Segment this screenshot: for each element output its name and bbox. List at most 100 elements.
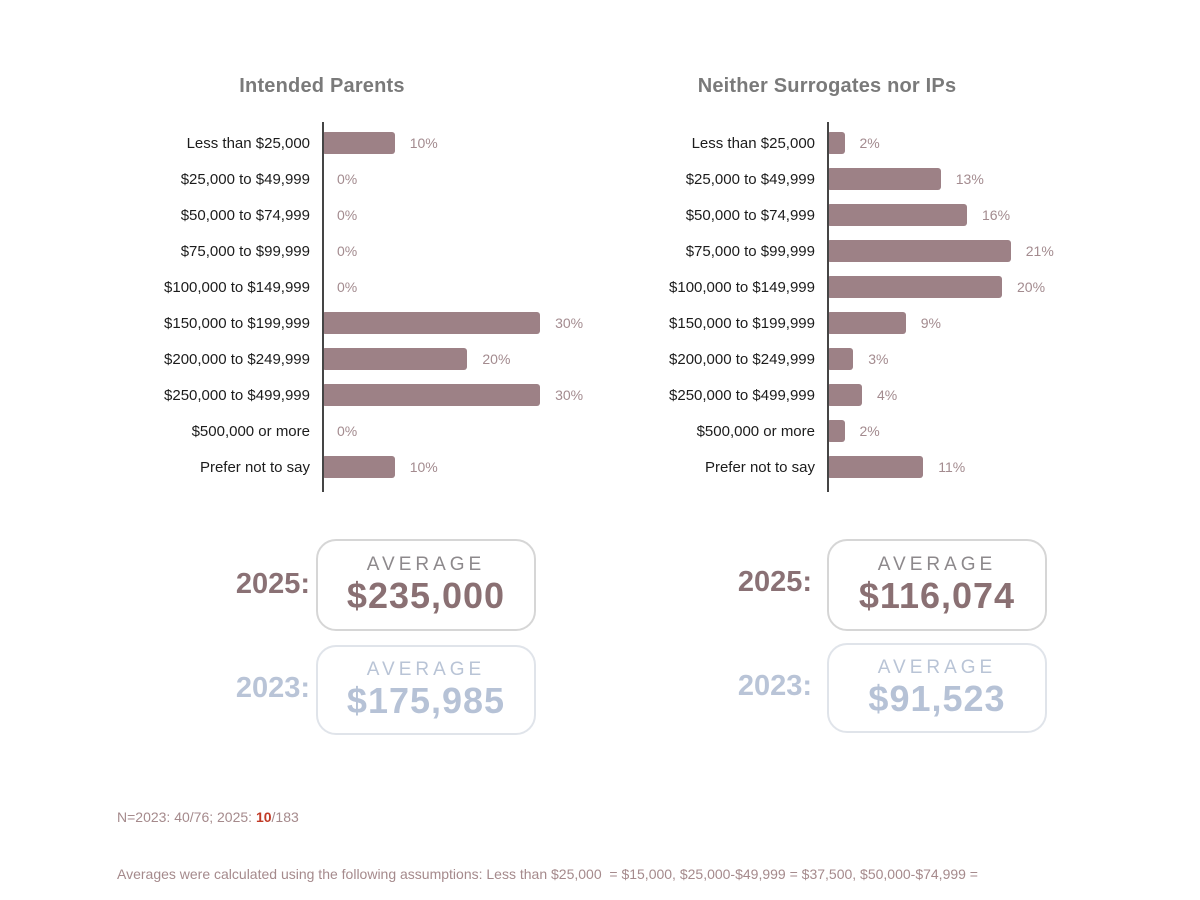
chart-row: $200,000 to $249,999 3%	[615, 341, 1135, 377]
bar	[827, 204, 967, 226]
chart-row: $500,000 or more 0%	[110, 413, 630, 449]
bar	[827, 348, 854, 370]
year-label-2023: 2023:	[235, 672, 310, 704]
bar	[827, 312, 906, 334]
year-label-2023: 2023:	[737, 670, 812, 702]
chart-row: $150,000 to $199,999 9%	[615, 305, 1135, 341]
chart-row: $100,000 to $149,999 20%	[615, 269, 1135, 305]
chart-row: $500,000 or more 2%	[615, 413, 1135, 449]
footnote-n-suffix: /183	[271, 809, 299, 825]
value-label: 11%	[938, 459, 966, 475]
chart-title: Intended Parents	[239, 75, 405, 97]
chart-intended-parents: Intended Parents Less than $25,000 10% $25…	[110, 75, 630, 492]
chart-title: Neither Surrogates nor IPs	[697, 75, 957, 97]
value-label: 2%	[859, 135, 880, 151]
average-caption: AVERAGE	[877, 554, 997, 575]
chart-row: $250,000 to $499,999 4%	[615, 377, 1135, 413]
category-label: $250,000 to $499,999	[164, 386, 310, 404]
chart-row: $200,000 to $249,999 20%	[110, 341, 630, 377]
value-label: 20%	[1017, 279, 1046, 295]
chart-row: $25,000 to $49,999 0%	[110, 161, 630, 197]
bar	[827, 168, 941, 190]
value-label: 30%	[555, 387, 584, 403]
axis-line	[827, 122, 829, 492]
value-label: 30%	[555, 315, 584, 331]
chart-row: $50,000 to $74,999 0%	[110, 197, 630, 233]
footnote-line-n: N=2023: 40/76; 2025: 10/183	[117, 808, 978, 827]
value-label: 21%	[1025, 243, 1054, 259]
chart-row: Prefer not to say 11%	[615, 449, 1135, 485]
bar	[827, 456, 924, 478]
category-label: $100,000 to $149,999	[164, 278, 310, 296]
value-label: 0%	[337, 243, 358, 259]
value-label: 10%	[409, 459, 438, 475]
category-label: $500,000 or more	[696, 422, 815, 440]
bar	[827, 384, 862, 406]
category-label: $25,000 to $49,999	[180, 170, 310, 188]
category-label: $25,000 to $49,999	[685, 170, 815, 188]
category-label: $150,000 to $199,999	[669, 314, 815, 332]
chart-row: $50,000 to $74,999 16%	[615, 197, 1135, 233]
chart-row: $75,000 to $99,999 0%	[110, 233, 630, 269]
average-caption: AVERAGE	[366, 659, 486, 680]
average-box-2025: AVERAGE $116,074	[827, 539, 1047, 631]
year-label-2025: 2025:	[235, 568, 310, 600]
category-label: Prefer not to say	[199, 458, 310, 476]
chart-row: Less than $25,000 2%	[615, 125, 1135, 161]
bar	[827, 132, 845, 154]
footnote: N=2023: 40/76; 2025: 10/183 Averages wer…	[117, 770, 978, 900]
bar	[322, 132, 395, 154]
footnote-n-prefix: N=2023: 40/76; 2025:	[117, 809, 256, 825]
bar	[827, 240, 1011, 262]
category-label: $50,000 to $74,999	[180, 206, 310, 224]
value-label: 0%	[337, 171, 358, 187]
category-label: Prefer not to say	[704, 458, 815, 476]
bar	[322, 456, 395, 478]
chart-neither-surrogates-nor-ips: Neither Surrogates nor IPs Less than $25…	[615, 75, 1135, 492]
chart-row: $100,000 to $149,999 0%	[110, 269, 630, 305]
category-label: $75,000 to $99,999	[180, 242, 310, 260]
category-label: $500,000 or more	[191, 422, 310, 440]
average-box-2025: AVERAGE $235,000	[316, 539, 536, 631]
value-label: 20%	[482, 351, 511, 367]
average-value: $175,985	[346, 680, 506, 721]
bar	[322, 348, 468, 370]
year-label-2025: 2025:	[737, 566, 812, 598]
average-caption: AVERAGE	[366, 554, 486, 575]
chart-row: $25,000 to $49,999 13%	[615, 161, 1135, 197]
footnote-n-highlight: 10	[255, 809, 272, 825]
category-label: $200,000 to $249,999	[164, 350, 310, 368]
value-label: 13%	[955, 171, 984, 187]
category-label: Less than $25,000	[691, 134, 815, 152]
chart-rows: Less than $25,000 2% $25,000 to $49,999 13%…	[615, 122, 1135, 492]
value-label: 4%	[877, 387, 898, 403]
chart-row: $150,000 to $199,999 30%	[110, 305, 630, 341]
chart-row: Less than $25,000 10%	[110, 125, 630, 161]
axis-line	[322, 122, 324, 492]
value-label: 0%	[337, 279, 358, 295]
category-label: $200,000 to $249,999	[669, 350, 815, 368]
average-box-2023: AVERAGE $175,985	[316, 645, 536, 735]
category-label: $75,000 to $99,999	[685, 242, 815, 260]
average-value: $91,523	[868, 678, 1006, 719]
category-label: $250,000 to $499,999	[669, 386, 815, 404]
average-box-2023: AVERAGE $91,523	[827, 643, 1047, 733]
average-value: $116,074	[858, 575, 1016, 616]
footnote-line: Averages were calculated using the follo…	[117, 866, 978, 882]
value-label: 2%	[859, 423, 880, 439]
value-label: 16%	[982, 207, 1011, 223]
value-label: 3%	[868, 351, 889, 367]
category-label: Less than $25,000	[186, 134, 310, 152]
bar	[322, 384, 541, 406]
bar	[322, 312, 541, 334]
value-label: 9%	[920, 315, 941, 331]
chart-row: $75,000 to $99,999 21%	[615, 233, 1135, 269]
chart-row: Prefer not to say 10%	[110, 449, 630, 485]
value-label: 0%	[337, 423, 358, 439]
value-label: 0%	[337, 207, 358, 223]
chart-row: $250,000 to $499,999 30%	[110, 377, 630, 413]
average-value: $235,000	[346, 575, 506, 616]
chart-rows: Less than $25,000 10% $25,000 to $49,999 0%…	[110, 122, 630, 492]
value-label: 10%	[409, 135, 438, 151]
average-caption: AVERAGE	[877, 657, 997, 678]
